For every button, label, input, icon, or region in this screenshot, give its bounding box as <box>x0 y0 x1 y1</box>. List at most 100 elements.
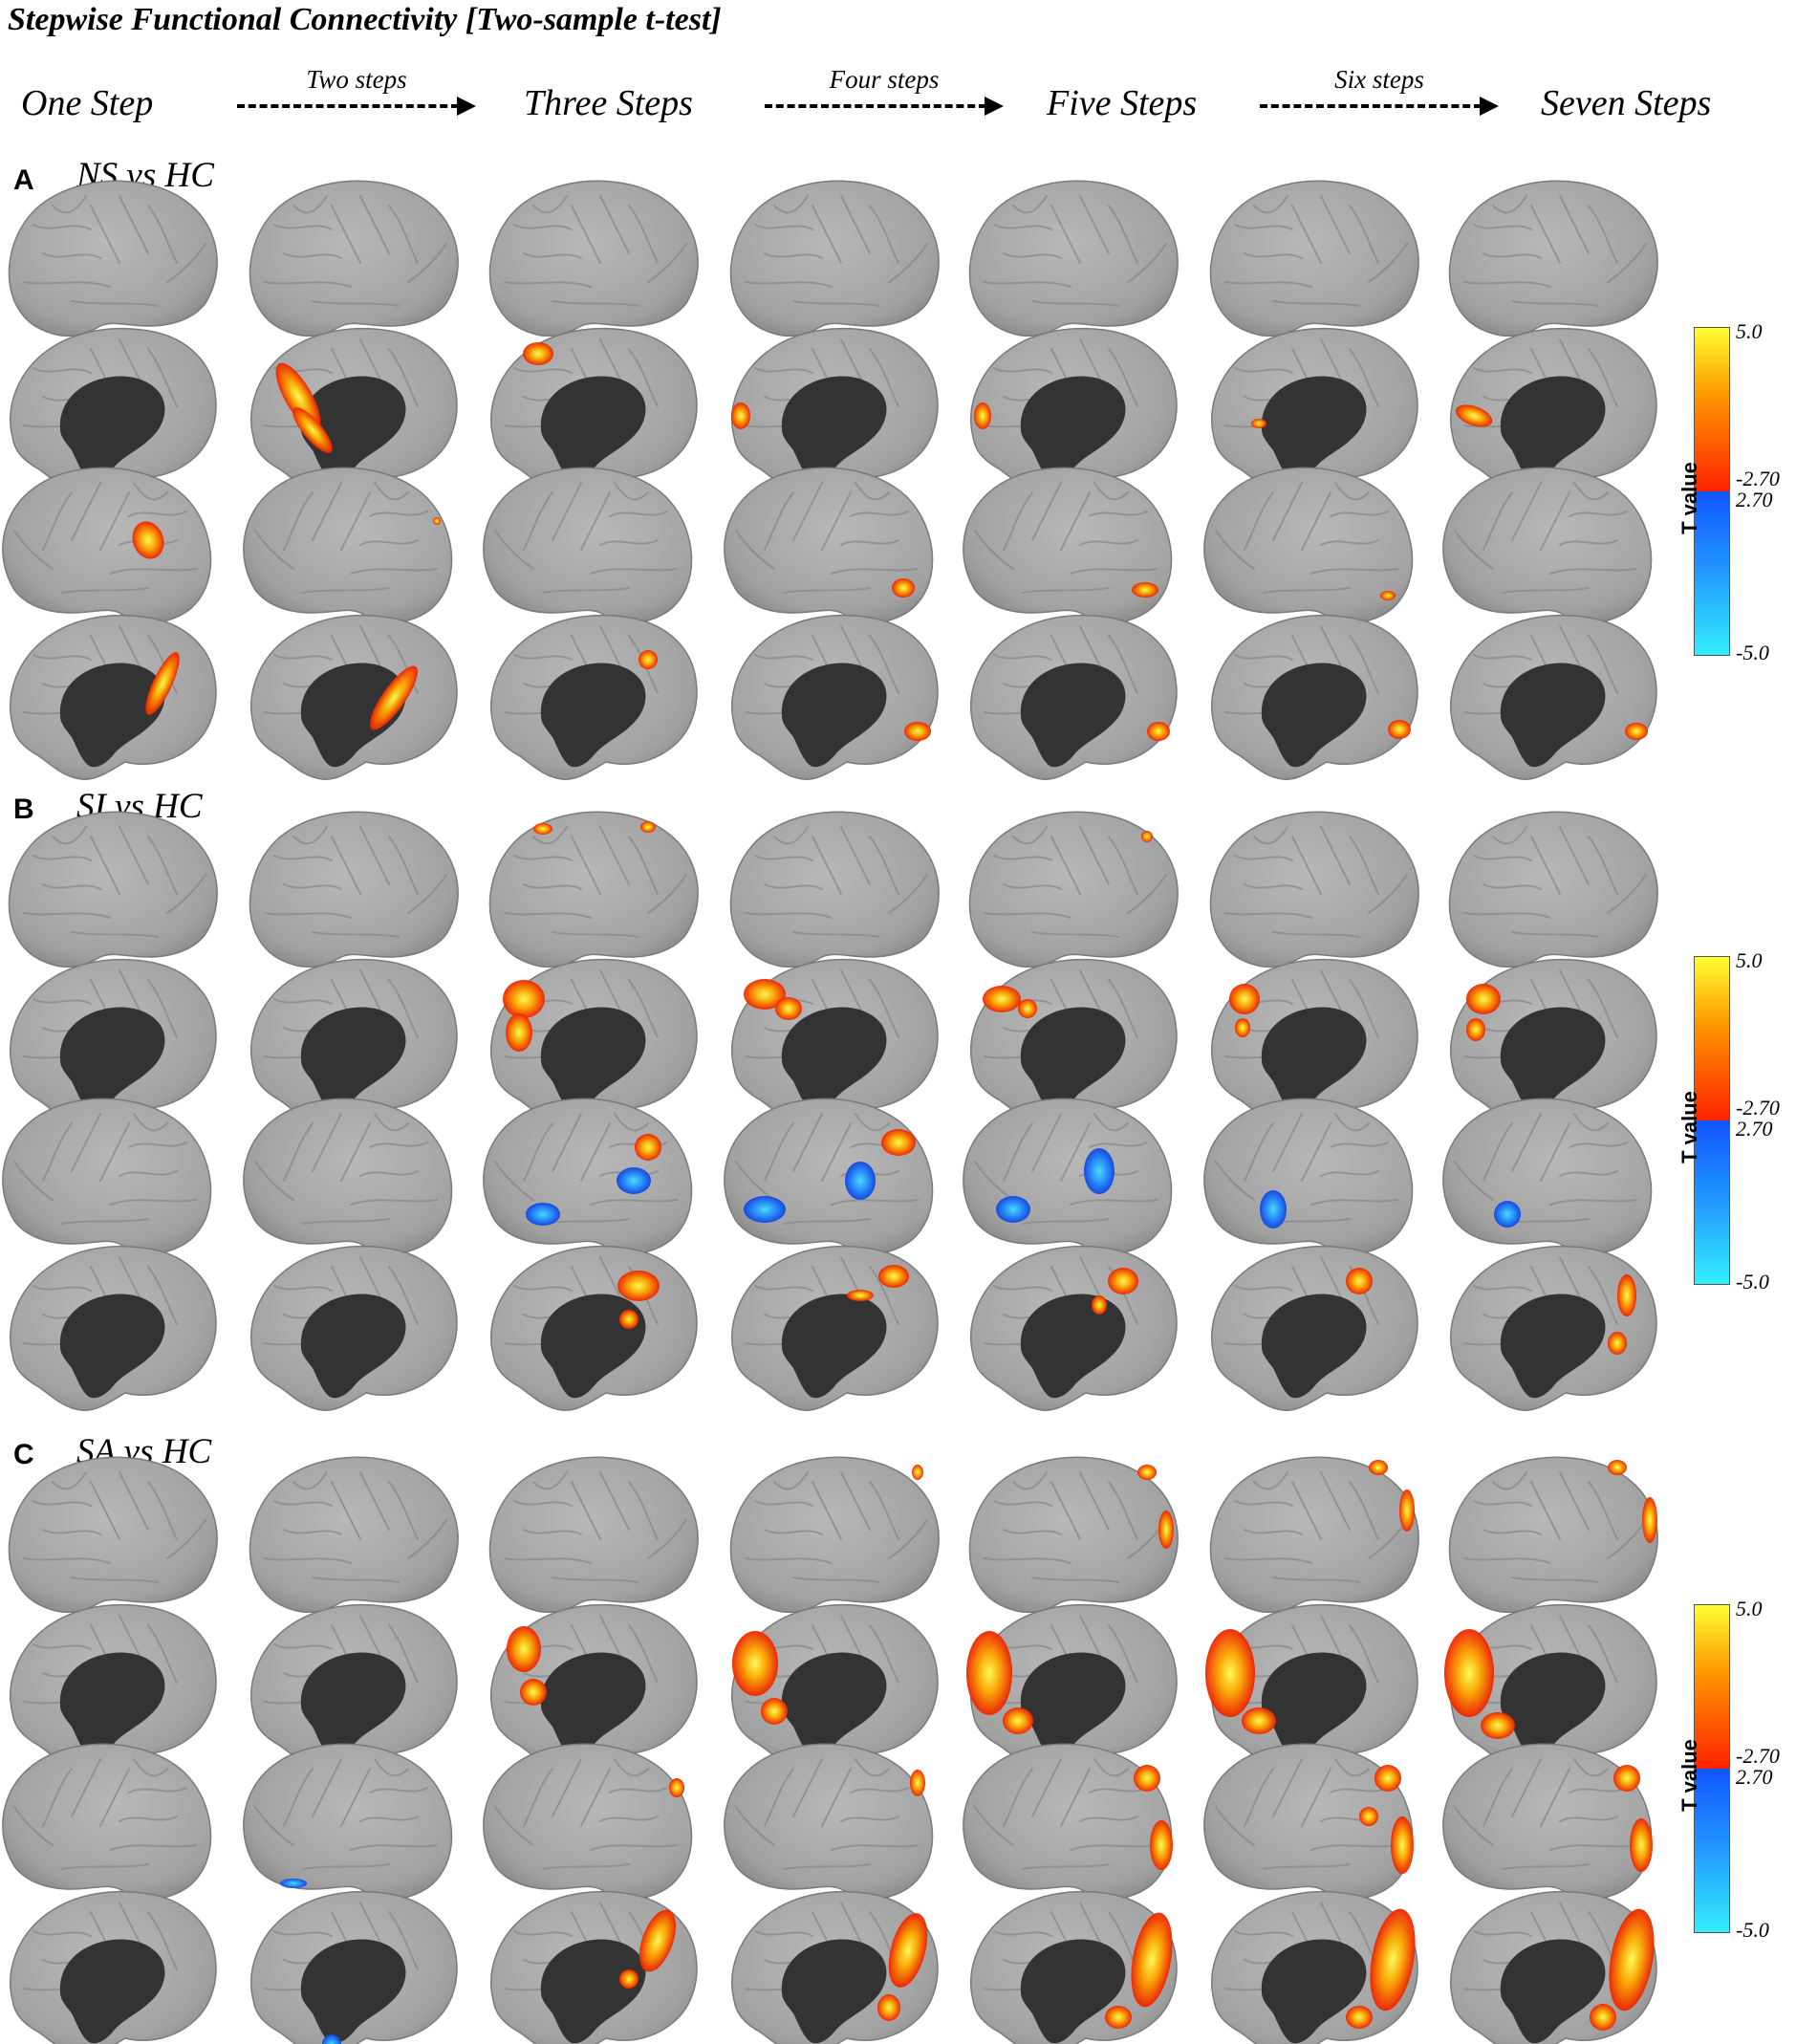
lateral-brain-view <box>249 811 459 968</box>
medial-brain-view <box>250 1890 458 2044</box>
colorbar-c: 5.0 -2.70 2.70 -5.0 T value <box>1677 1597 1818 1948</box>
colorbar-neg-threshold: 2.70 <box>1736 1117 1773 1141</box>
medial-brain-view <box>1450 1890 1657 2044</box>
lateral-brain-view <box>1209 180 1419 337</box>
positive-activation-blob <box>638 650 658 669</box>
medial-brain-view <box>490 958 698 1124</box>
negative-activation-blob <box>526 1203 560 1226</box>
positive-activation-blob <box>1399 1490 1415 1532</box>
step-label-1: One Step <box>21 83 154 123</box>
lateral-brain-view <box>1442 1743 1653 1901</box>
colorbar-max: 5.0 <box>1736 319 1763 343</box>
positive-activation-blob <box>1205 1629 1255 1717</box>
positive-activation-blob <box>1380 591 1396 600</box>
positive-activation-blob <box>506 1013 532 1052</box>
positive-activation-blob <box>1617 1274 1636 1316</box>
positive-activation-blob <box>1370 1908 1416 2011</box>
colorbar-a: 5.0 -2.70 2.70 -5.0 T value <box>1677 319 1818 671</box>
positive-activation-blob <box>910 1770 925 1796</box>
transition-label-3: Six steps <box>1334 65 1424 94</box>
lateral-brain-view <box>968 1456 1179 1614</box>
section-letter-c: C <box>13 1439 34 1470</box>
medial-brain-view <box>1211 327 1418 493</box>
section-letter-b: B <box>13 794 34 825</box>
positive-activation-blob <box>847 1290 874 1301</box>
section-letter-a: A <box>13 164 34 196</box>
positive-activation-blob <box>1359 1807 1378 1826</box>
medial-brain-view <box>250 1245 458 1411</box>
lateral-brain-view <box>1448 1456 1658 1614</box>
positive-activation-blob <box>1108 1268 1138 1294</box>
lateral-brain-view <box>483 1743 693 1901</box>
figure-title: Stepwise Functional Connectivity [Two-sa… <box>8 2 722 37</box>
lateral-brain-view <box>729 180 940 337</box>
lateral-brain-view <box>249 180 459 337</box>
positive-activation-blob <box>1147 722 1170 741</box>
medial-brain-view <box>10 327 217 493</box>
dashed-line <box>1260 104 1482 108</box>
positive-activation-blob <box>617 1271 660 1301</box>
arrowhead-icon <box>985 97 1004 116</box>
lateral-brain-view <box>243 1743 453 1901</box>
lateral-brain-view <box>1448 811 1658 968</box>
positive-activation-blob <box>1466 984 1501 1014</box>
positive-activation-blob <box>1369 1460 1388 1475</box>
positive-activation-blob <box>974 402 991 429</box>
colorbar-axis-label: T value <box>1677 1091 1701 1163</box>
positive-activation-blob <box>966 1631 1012 1715</box>
positive-activation-blob <box>433 517 441 525</box>
lateral-brain-view <box>968 811 1179 968</box>
positive-activation-blob <box>1134 1765 1160 1792</box>
colorbar-pos-threshold: -2.70 <box>1736 1744 1780 1768</box>
arrowhead-icon <box>457 97 476 116</box>
colorbar-min: -5.0 <box>1736 1918 1769 1942</box>
colorbar-b: 5.0 -2.70 2.70 -5.0 T value <box>1677 948 1818 1300</box>
lateral-brain-view <box>1209 811 1419 968</box>
medial-brain-view <box>490 614 698 780</box>
lateral-brain-view <box>2 1743 212 1901</box>
positive-activation-blob <box>912 1465 923 1480</box>
lateral-brain-view <box>724 1743 934 1901</box>
positive-activation-blob <box>275 362 321 431</box>
lateral-brain-view <box>488 811 699 968</box>
positive-activation-blob <box>1455 404 1493 427</box>
positive-activation-blob <box>1608 1460 1627 1475</box>
lateral-brain-view <box>1209 1456 1419 1614</box>
colorbar-negative <box>1695 1120 1729 1284</box>
medial-brain-view <box>1444 1603 1657 1770</box>
positive-activation-blob <box>775 997 802 1020</box>
steps-header: One Step Two steps Three Steps Four step… <box>0 65 1740 132</box>
negative-activation-blob <box>1494 1201 1521 1228</box>
medial-brain-view <box>10 958 217 1124</box>
positive-activation-blob <box>1590 2004 1616 2031</box>
positive-activation-blob <box>761 1698 788 1725</box>
lateral-brain-view <box>488 1456 699 1614</box>
dashed-line <box>237 104 459 108</box>
medial-brain-view <box>250 614 458 780</box>
step-label-3: Three Steps <box>524 83 693 123</box>
colorbar-min: -5.0 <box>1736 641 1769 664</box>
positive-activation-blob <box>132 521 164 559</box>
lateral-brain-view <box>1203 1098 1414 1255</box>
medial-brain-view <box>10 1603 217 1770</box>
medial-brain-view <box>10 1245 217 1411</box>
positive-activation-blob <box>619 1969 638 1989</box>
positive-activation-blob <box>888 1913 928 1988</box>
lateral-brain-view <box>2 1098 212 1255</box>
medial-brain-view <box>731 958 939 1124</box>
positive-activation-blob <box>1444 1629 1494 1717</box>
positive-activation-blob <box>1132 582 1158 598</box>
negative-activation-blob <box>1084 1148 1115 1194</box>
lateral-brain-view <box>724 1098 934 1255</box>
positive-activation-blob <box>1609 1908 1655 2011</box>
medial-brain-view <box>731 1890 939 2044</box>
positive-activation-blob <box>1242 1707 1276 1734</box>
negative-activation-blob <box>1260 1190 1287 1229</box>
medial-brain-view <box>970 614 1178 780</box>
negative-activation-blob <box>280 1879 307 1888</box>
positive-activation-blob <box>1235 1018 1250 1037</box>
transition-arrow-2: Four steps <box>765 65 1004 122</box>
positive-activation-blob <box>1466 1018 1485 1041</box>
colorbar-negative <box>1695 491 1729 655</box>
transition-arrow-3: Six steps <box>1260 65 1499 122</box>
